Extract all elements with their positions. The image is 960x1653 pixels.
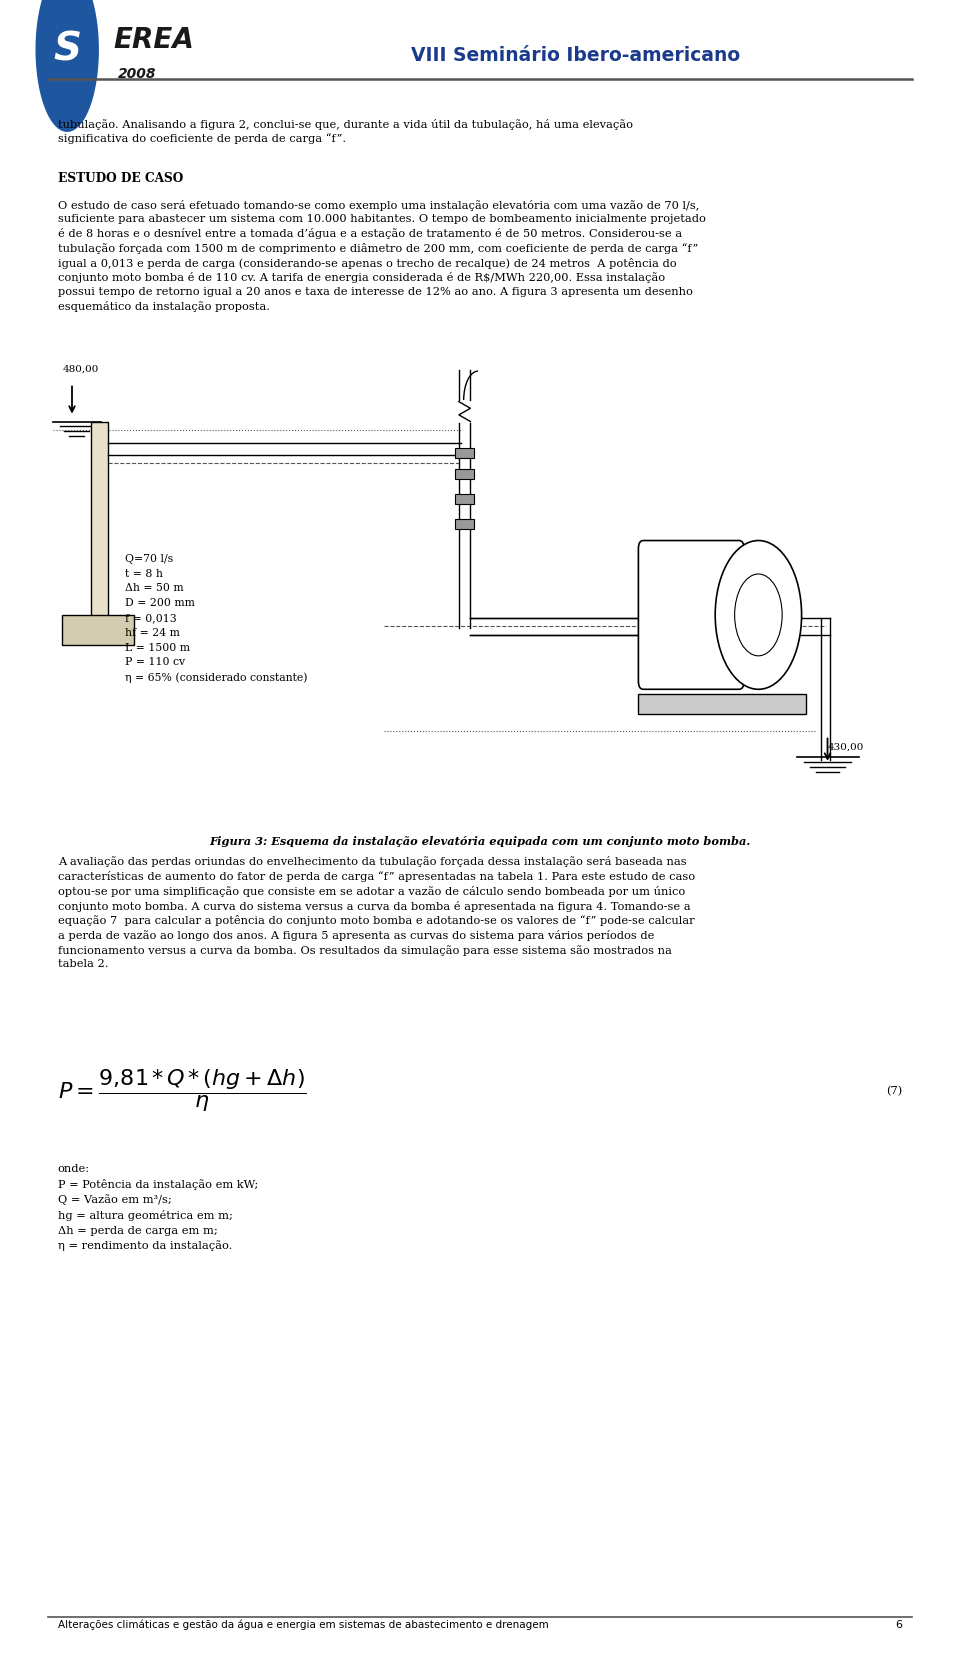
Text: 430,00: 430,00 bbox=[828, 742, 864, 752]
Text: (7): (7) bbox=[886, 1086, 902, 1096]
Text: $P = \dfrac{9{,}81\,{*}\,Q\,{*}\,(hg + \Delta h)}{\eta}$: $P = \dfrac{9{,}81\,{*}\,Q\,{*}\,(hg + \… bbox=[58, 1068, 306, 1114]
Text: O estudo de caso será efetuado tomando-se como exemplo uma instalação elevatória: O estudo de caso será efetuado tomando-s… bbox=[58, 200, 706, 312]
Circle shape bbox=[734, 574, 782, 656]
Text: Q=70 l/s
t = 8 h
Δh = 50 m
D = 200 mm
f = 0,013
hf = 24 m
L = 1500 m
P = 110 cv
: Q=70 l/s t = 8 h Δh = 50 m D = 200 mm f … bbox=[125, 554, 307, 683]
Bar bbox=[455, 448, 474, 458]
Bar bbox=[455, 519, 474, 529]
Circle shape bbox=[715, 541, 802, 689]
Text: ESTUDO DE CASO: ESTUDO DE CASO bbox=[58, 172, 182, 185]
Bar bbox=[638, 694, 806, 714]
Bar bbox=[455, 469, 474, 479]
Text: A avaliação das perdas oriundas do envelhecimento da tubulação forçada dessa ins: A avaliação das perdas oriundas do envel… bbox=[58, 856, 695, 969]
Text: Figura 3: Esquema da instalação elevatória equipada com um conjunto moto bomba.: Figura 3: Esquema da instalação elevatór… bbox=[209, 836, 751, 848]
Text: VIII Seminário Ibero-americano: VIII Seminário Ibero-americano bbox=[412, 46, 740, 64]
Text: 480,00: 480,00 bbox=[62, 365, 99, 374]
Text: 6: 6 bbox=[896, 1620, 902, 1630]
Text: EREA: EREA bbox=[113, 26, 194, 53]
Polygon shape bbox=[36, 0, 98, 131]
Bar bbox=[91, 422, 108, 628]
Text: onde:
P = Potência da instalação em kW;
Q = Vazão em m³/s;
hg = altura geométric: onde: P = Potência da instalação em kW; … bbox=[58, 1164, 258, 1251]
Bar bbox=[62, 615, 134, 645]
Bar bbox=[455, 494, 474, 504]
Text: 2008: 2008 bbox=[118, 68, 156, 81]
Text: tubulação. Analisando a figura 2, conclui-se que, durante a vida útil da tubulaç: tubulação. Analisando a figura 2, conclu… bbox=[58, 119, 633, 144]
Text: S: S bbox=[53, 31, 82, 68]
Text: Alterações climáticas e gestão da água e energia em sistemas de abastecimento e : Alterações climáticas e gestão da água e… bbox=[58, 1620, 548, 1630]
FancyBboxPatch shape bbox=[638, 541, 744, 689]
